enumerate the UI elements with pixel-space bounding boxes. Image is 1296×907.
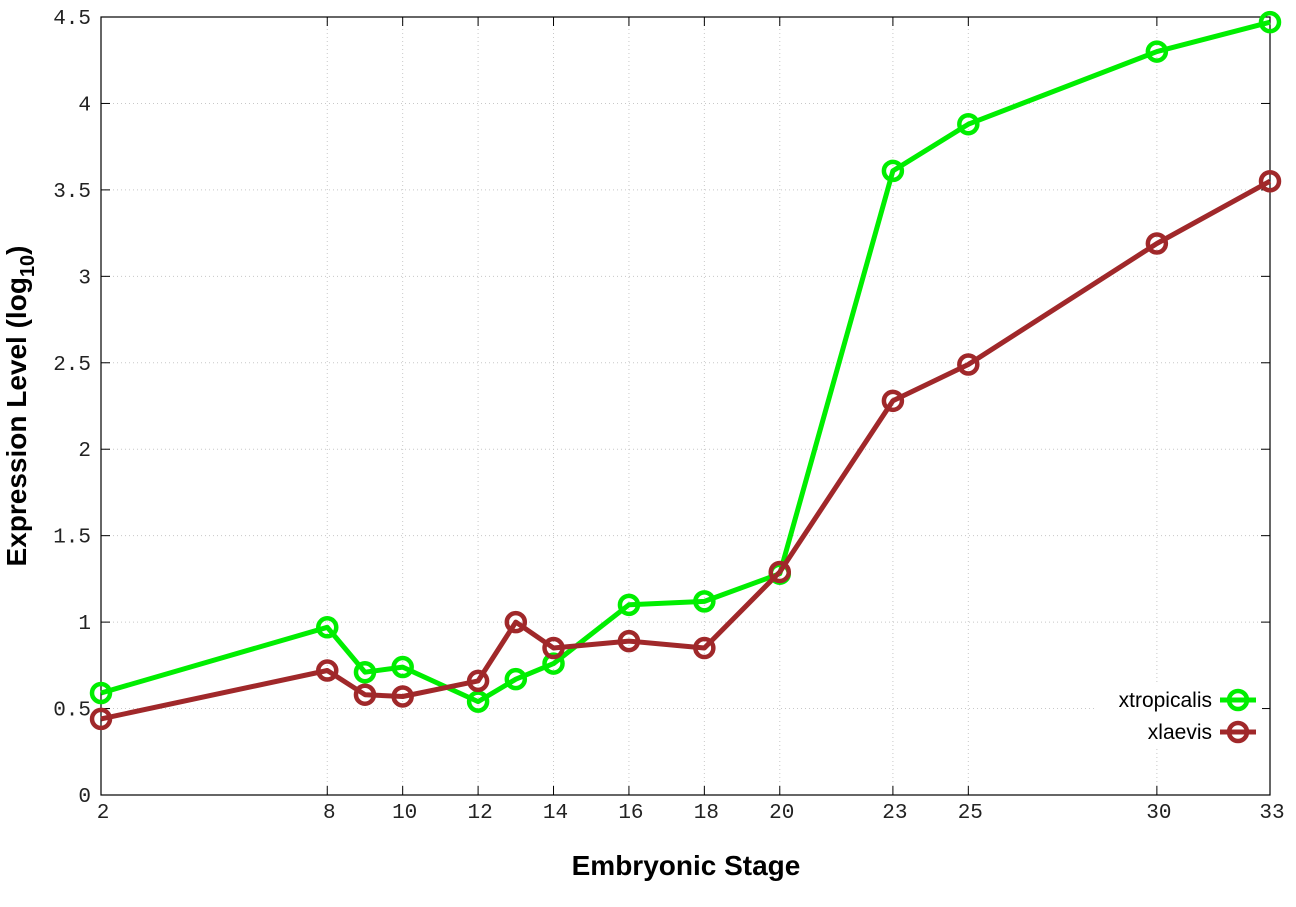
y-tick-label: 1 — [78, 613, 91, 636]
grid-lines — [101, 17, 1270, 795]
legend: xtropicalis xlaevis — [1096, 683, 1262, 747]
data-point-xtropicalis — [957, 112, 980, 136]
y-tick-label: 4.5 — [53, 8, 91, 31]
data-point-xlaevis — [693, 636, 716, 660]
x-tick-label: 30 — [1146, 802, 1171, 825]
axes: 0 0.5 1 1.5 2 2.5 3 3.5 4 4.5 2 8 10 12 14 16 18 20 23 25 30… — [53, 8, 1284, 825]
data-point-xlaevis — [353, 683, 377, 706]
data-point-xtropicalis — [504, 667, 528, 691]
x-tick-label: 2 — [97, 802, 110, 825]
data-point-xlaevis — [957, 353, 980, 376]
x-tick-label: 18 — [694, 802, 719, 825]
data-point-xtropicalis — [466, 690, 490, 713]
y-tick-label: 3 — [78, 267, 91, 290]
data-point-xlaevis — [768, 560, 792, 584]
series-xtropicalis — [89, 10, 1282, 713]
data-point-xlaevis — [542, 636, 565, 660]
y-tick-label: 1.5 — [53, 527, 91, 550]
series-layer — [89, 10, 1282, 731]
data-point-xtropicalis — [542, 652, 565, 675]
y-axis-title-subscript: 10 — [17, 255, 39, 277]
data-point-xtropicalis — [391, 655, 414, 679]
y-tick-label: 4 — [78, 94, 91, 117]
x-tick-label: 10 — [392, 802, 417, 825]
legend-marker-xtropicalis — [1226, 688, 1250, 712]
legend-label-xlaevis: xlaevis — [1148, 721, 1212, 744]
data-point-xtropicalis — [353, 660, 377, 684]
x-tick-label: 33 — [1259, 802, 1284, 825]
data-point-xlaevis — [1145, 232, 1169, 255]
x-tick-label: 25 — [958, 802, 983, 825]
plot-border — [100, 16, 1271, 796]
data-point-xtropicalis — [693, 590, 716, 613]
series-xlaevis — [89, 169, 1282, 731]
x-tick-label: 20 — [769, 802, 794, 825]
data-point-xlaevis — [881, 389, 905, 413]
x-tick-label: 16 — [618, 802, 643, 825]
data-point-xlaevis — [391, 685, 414, 708]
x-tick-label: 23 — [882, 802, 907, 825]
data-point-xtropicalis — [316, 616, 339, 639]
legend-marker-xlaevis — [1226, 720, 1250, 744]
data-point-xtropicalis — [89, 681, 113, 705]
data-point-xlaevis — [1258, 169, 1282, 193]
x-tick-label: 12 — [467, 802, 492, 825]
y-tick-label: 2 — [78, 440, 91, 463]
data-point-xlaevis — [617, 629, 641, 653]
data-point-xtropicalis — [1258, 10, 1282, 34]
data-point-xlaevis — [466, 669, 490, 693]
y-axis-title: Expression Level (log10) — [1, 246, 39, 567]
data-point-xlaevis — [316, 659, 339, 682]
y-tick-label: 3.5 — [53, 181, 91, 204]
legend-label-xtropicalis: xtropicalis — [1119, 689, 1212, 712]
data-point-xtropicalis — [1145, 40, 1169, 63]
x-axis-title: Embryonic Stage — [572, 850, 801, 881]
series-line-xlaevis — [100, 179, 1272, 722]
x-tick-label: 14 — [543, 802, 568, 825]
data-point-xlaevis — [89, 707, 113, 731]
y-axis-title-main: Expression Level (log — [1, 277, 32, 566]
data-point-xtropicalis — [881, 159, 905, 183]
data-point-xtropicalis — [617, 593, 641, 617]
series-line-xtropicalis — [100, 19, 1271, 705]
y-axis-title-close: ) — [1, 246, 32, 255]
data-point-xlaevis — [504, 610, 528, 634]
y-tick-label: 2.5 — [53, 354, 91, 377]
y-tick-label: 0.5 — [53, 700, 91, 723]
x-tick-label: 8 — [323, 802, 336, 825]
y-tick-label: 0 — [78, 786, 91, 809]
